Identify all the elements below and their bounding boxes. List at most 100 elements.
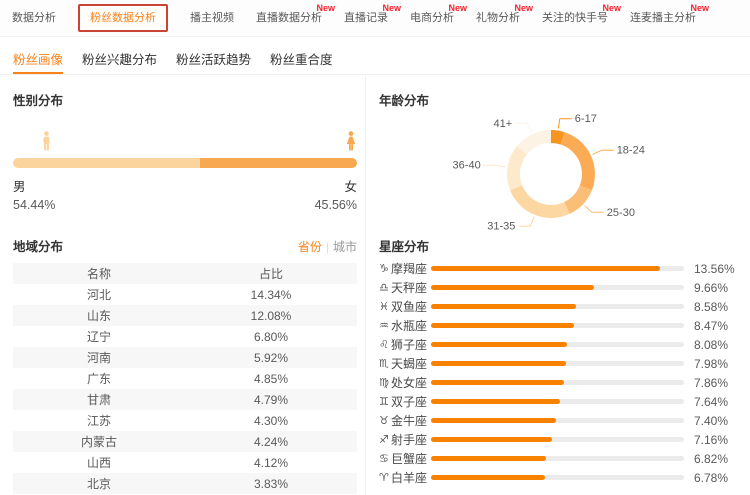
zodiac-sign-icon: ♋: [379, 453, 389, 465]
zodiac-bar-fill: [431, 266, 660, 271]
zodiac-row: ♓ 双鱼座 8.58%: [379, 297, 738, 316]
zodiac-value: 6.82%: [694, 451, 729, 466]
zodiac-name: 狮子座: [391, 338, 428, 352]
region-table-row: 江苏 4.30%: [13, 410, 357, 431]
age-slice-label: 41+: [494, 118, 513, 130]
zodiac-bar-fill: [431, 304, 576, 309]
zodiac-bar-fill: [431, 323, 574, 328]
zodiac-value: 7.64%: [694, 394, 729, 409]
zodiac-name: 双子座: [391, 395, 428, 409]
region-name-cell: 甘肃: [86, 393, 111, 407]
primary-tab[interactable]: 粉丝数据分析: [78, 4, 168, 32]
zodiac-sign-icon: ♈: [379, 472, 389, 484]
age-donut-chart: 6-17 18-24 25-30 31-35 36-40 41+: [453, 113, 645, 232]
male-label: 男: [13, 180, 26, 194]
primary-tab-label: 粉丝数据分析: [90, 12, 156, 24]
secondary-tab[interactable]: 粉丝活跃趋势: [176, 53, 252, 67]
new-badge: New: [514, 3, 533, 13]
primary-tab[interactable]: 礼物分析 New: [476, 3, 533, 25]
age-slice-label: 18-24: [617, 145, 645, 157]
region-col-name: 名称: [13, 263, 185, 284]
left-column: 性别分布 男 54.44%: [0, 75, 366, 495]
primary-tab[interactable]: 播主视频: [190, 11, 234, 25]
secondary-tab[interactable]: 粉丝画像: [13, 49, 64, 74]
region-name-cell: 辽宁: [86, 330, 111, 344]
new-badge: New: [602, 3, 621, 13]
region-share-cell: 6.80%: [253, 329, 289, 344]
age-label-line-31-35: [518, 216, 535, 227]
zodiac-name: 射手座: [391, 433, 428, 447]
zodiac-name: 天蝎座: [391, 357, 428, 371]
zodiac-row: ♊ 双子座 7.64%: [379, 392, 738, 411]
gender-icons-row: [13, 131, 357, 152]
toggle-separator: |: [325, 240, 329, 254]
region-name-cell: 内蒙古: [80, 435, 117, 449]
age-slice-31-35: [510, 185, 570, 218]
new-badge: New: [382, 3, 401, 13]
age-label-line-25-30: [584, 205, 604, 213]
male-bar-segment: [13, 158, 201, 168]
zodiac-row: ♐ 射手座 7.16%: [379, 430, 738, 449]
zodiac-sign-icon: ♑: [379, 263, 389, 275]
age-label-line-36-40: [483, 164, 506, 168]
zodiac-bar-track: [431, 380, 684, 385]
toggle-option-province[interactable]: 省份: [297, 240, 322, 254]
region-table-row: 北京 3.83%: [13, 473, 357, 494]
region-name-cell: 广东: [86, 372, 111, 386]
zodiac-row: ♒ 水瓶座 8.47%: [379, 316, 738, 335]
primary-tab-label: 电商分析: [410, 12, 454, 24]
primary-tab[interactable]: 关注的快手号 New: [542, 3, 621, 25]
region-name-cell: 江苏: [86, 414, 111, 428]
zodiac-value: 8.58%: [694, 299, 729, 314]
primary-tab-label: 播主视频: [190, 12, 234, 24]
zodiac-bar-fill: [431, 418, 556, 423]
zodiac-bar-fill: [431, 380, 564, 385]
primary-tab[interactable]: 直播数据分析 New: [256, 3, 335, 25]
zodiac-bar-fill: [431, 475, 546, 480]
zodiac-bar-track: [431, 342, 684, 347]
right-column: 年龄分布 6-17 18-24 25-30 31-35 36-40 41+ 星座分布 ♑ 摩…: [366, 75, 750, 495]
zodiac-bar-fill: [431, 285, 594, 290]
region-name-cell: 山东: [86, 309, 111, 323]
toggle-option-city[interactable]: 城市: [332, 240, 357, 254]
zodiac-bar-track: [431, 304, 684, 309]
region-share-cell: 4.12%: [253, 455, 289, 470]
primary-tab[interactable]: 直播记录 New: [344, 3, 401, 25]
gender-ratio-bar: [13, 158, 357, 168]
region-share-cell: 4.24%: [253, 434, 289, 449]
secondary-tab[interactable]: 粉丝重合度: [270, 53, 333, 67]
female-label: 女: [344, 180, 357, 194]
zodiac-row: ♋ 巨蟹座 6.82%: [379, 449, 738, 468]
region-name-cell: 山西: [86, 456, 111, 470]
region-table-row: 甘肃 4.79%: [13, 389, 357, 410]
zodiac-sign-icon: ♏: [379, 358, 389, 370]
secondary-tab[interactable]: 粉丝兴趣分布: [82, 53, 158, 67]
zodiac-sign-icon: ♍: [379, 377, 389, 389]
region-name-cell: 河北: [86, 288, 111, 302]
age-slice-41+: [517, 130, 551, 155]
zodiac-bar-track: [431, 285, 684, 290]
zodiac-bar-fill: [431, 456, 547, 461]
zodiac-bar-track: [431, 361, 684, 366]
primary-tab[interactable]: 连麦播主分析 New: [630, 3, 709, 25]
zodiac-name: 巨蟹座: [391, 452, 428, 466]
region-name-cell: 河南: [86, 351, 111, 365]
zodiac-name: 金牛座: [391, 414, 428, 428]
zodiac-bar-track: [431, 437, 684, 442]
female-stat: 女 45.56%: [315, 176, 357, 212]
zodiac-name: 水瓶座: [391, 319, 428, 333]
age-label-line-41+: [515, 122, 532, 133]
zodiac-bar-track: [431, 475, 684, 480]
new-badge: New: [316, 3, 335, 13]
age-slice-6-17: [551, 130, 565, 145]
region-scope-toggle: 省份 | 城市: [298, 238, 357, 255]
zodiac-sign-icon: ♌: [379, 339, 389, 351]
region-table-row: 广东 4.85%: [13, 368, 357, 389]
primary-tab[interactable]: 数据分析: [12, 11, 56, 25]
zodiac-row: ♎ 天秤座 9.66%: [379, 278, 738, 297]
zodiac-value: 8.47%: [694, 318, 729, 333]
region-share-cell: 3.83%: [253, 476, 289, 491]
primary-tab[interactable]: 电商分析 New: [410, 3, 467, 25]
region-table-row: 辽宁 6.80%: [13, 326, 357, 347]
male-stat: 男 54.44%: [13, 176, 55, 212]
